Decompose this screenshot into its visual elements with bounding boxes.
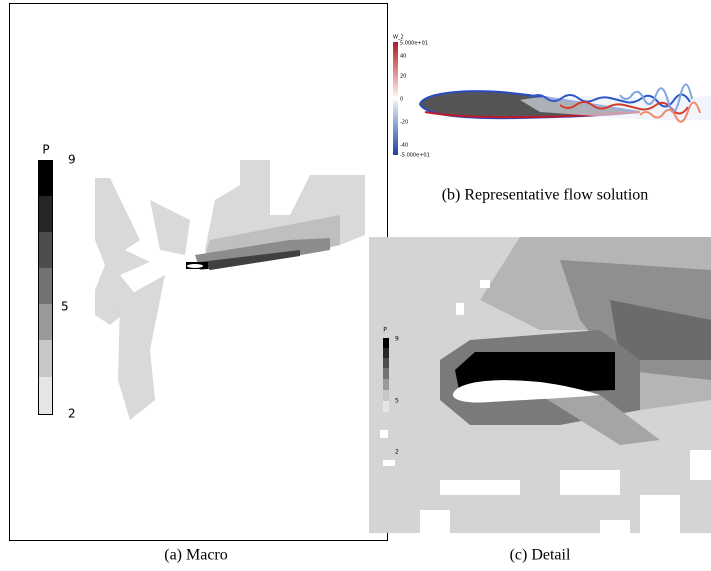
colorbar-tick: -5.000e+01	[400, 153, 430, 159]
panel-macro: P 9 5 2 (a) Macro	[10, 4, 388, 564]
colorbar-tick: 40	[400, 54, 406, 60]
colorbar	[393, 42, 398, 155]
page: P 9 5 2 (a) Macro W_2 5.000e+01 40 20 0 …	[0, 0, 711, 571]
panel-flow: W_2 5.000e+01 40 20 0 -20 -40 -5.000e+01…	[393, 35, 711, 204]
colorbar-tick: -20	[400, 120, 408, 126]
airfoil	[187, 264, 203, 268]
colorbar-tick: 0	[400, 97, 403, 103]
colorbar-title: P	[383, 327, 387, 334]
colorbar-tick: 9	[395, 336, 399, 343]
colorbar	[383, 338, 389, 412]
panel-frame	[10, 4, 388, 541]
colorbar-tick: 5	[395, 398, 399, 405]
colorbar-title: P	[42, 143, 49, 157]
caption: (a) Macro	[164, 547, 228, 564]
colorbar-tick: 9	[68, 153, 76, 167]
colorbar-tick: 20	[400, 74, 406, 80]
caption: (c) Detail	[510, 547, 571, 564]
figure: P 9 5 2 (a) Macro W_2 5.000e+01 40 20 0 …	[0, 0, 711, 571]
colorbar-tick: 5	[61, 300, 69, 314]
colorbar-tick: 5.000e+01	[400, 41, 428, 47]
panel-detail: P 9 5 2 (c) Detail	[369, 237, 711, 564]
colorbar	[38, 160, 53, 415]
colorbar-tick: -40	[400, 143, 408, 149]
colorbar-tick: 2	[68, 407, 76, 421]
caption: (b) Representative flow solution	[442, 187, 649, 204]
colorbar-tick: 2	[395, 449, 399, 456]
